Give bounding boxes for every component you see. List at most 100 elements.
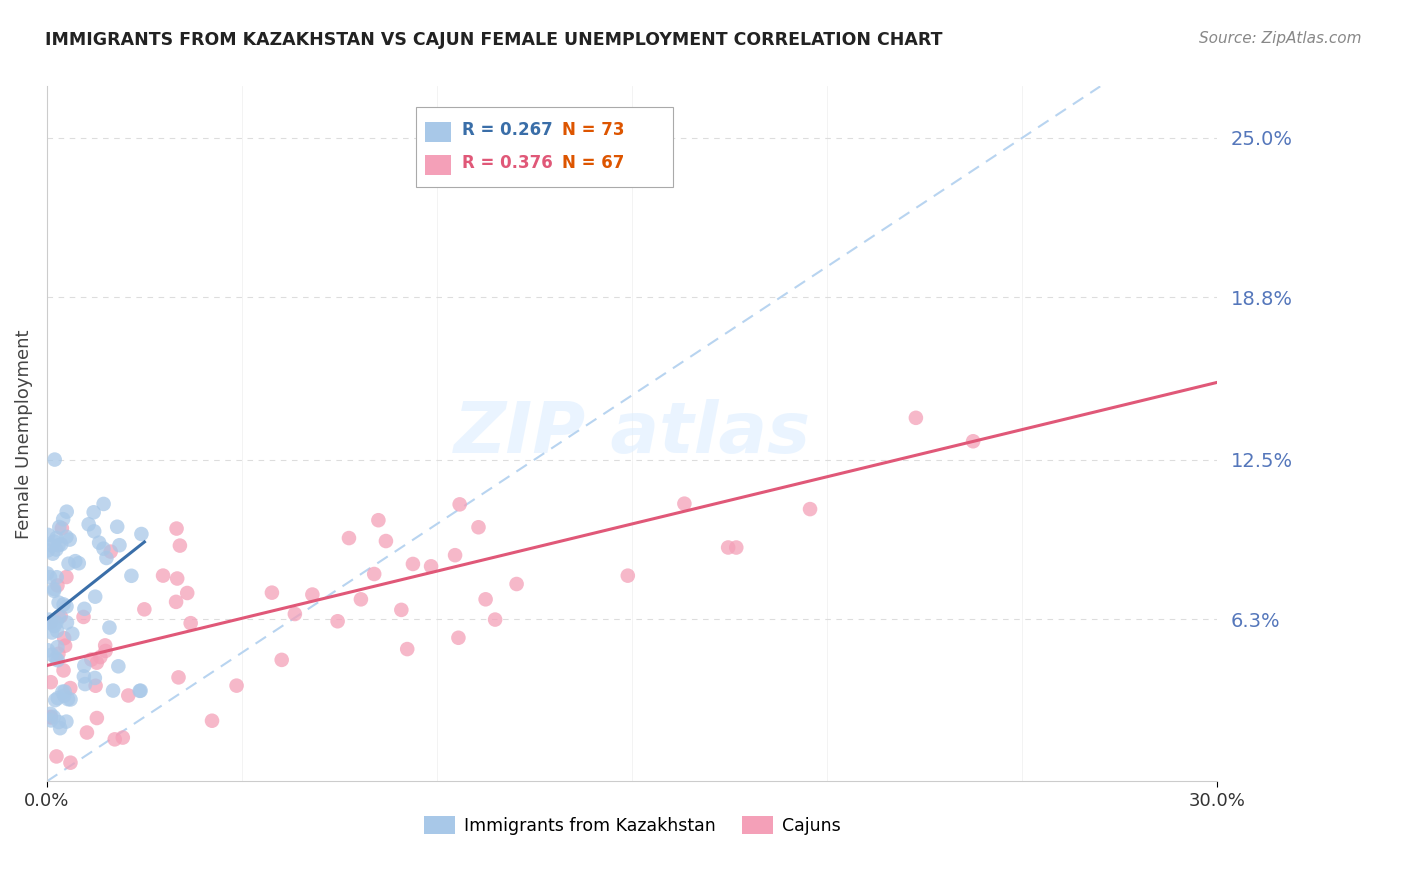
Text: N = 67: N = 67 bbox=[562, 153, 624, 172]
Point bbox=[225, 679, 247, 693]
Point bbox=[98, 621, 121, 635]
Point bbox=[77, 517, 100, 532]
Point bbox=[53, 639, 76, 653]
Point bbox=[617, 568, 640, 582]
Point bbox=[673, 497, 696, 511]
Y-axis label: Female Unemployment: Female Unemployment bbox=[15, 329, 32, 539]
Point bbox=[180, 616, 202, 631]
Point bbox=[83, 524, 105, 539]
Point bbox=[717, 541, 740, 555]
Point bbox=[799, 502, 821, 516]
Point bbox=[48, 610, 70, 624]
Point bbox=[51, 537, 73, 551]
Point bbox=[93, 497, 115, 511]
Point bbox=[467, 520, 489, 534]
Point bbox=[41, 648, 63, 662]
Point bbox=[165, 595, 187, 609]
Point bbox=[52, 598, 75, 612]
Point bbox=[111, 731, 134, 745]
Point bbox=[129, 683, 152, 698]
Point bbox=[55, 530, 77, 544]
Point bbox=[962, 434, 984, 449]
Point bbox=[86, 656, 108, 670]
Point bbox=[73, 602, 96, 616]
Point bbox=[41, 538, 63, 552]
Point bbox=[48, 647, 70, 661]
Point bbox=[725, 541, 748, 555]
Point bbox=[38, 613, 60, 627]
Point bbox=[326, 614, 349, 628]
Point bbox=[301, 588, 323, 602]
Point bbox=[55, 714, 77, 729]
Point bbox=[44, 619, 66, 633]
Point bbox=[104, 732, 127, 747]
Point bbox=[166, 522, 188, 536]
Point bbox=[474, 592, 496, 607]
Point bbox=[59, 692, 82, 706]
Point bbox=[56, 615, 79, 630]
Point bbox=[260, 585, 283, 599]
Point bbox=[48, 714, 70, 729]
Point bbox=[100, 544, 122, 558]
Point bbox=[350, 592, 373, 607]
Point bbox=[447, 631, 470, 645]
Point bbox=[363, 567, 385, 582]
Point bbox=[75, 677, 97, 691]
Point bbox=[45, 531, 67, 545]
Point bbox=[67, 556, 90, 570]
Point bbox=[505, 577, 527, 591]
Point bbox=[37, 643, 59, 657]
FancyBboxPatch shape bbox=[416, 107, 673, 187]
Point bbox=[39, 615, 62, 630]
Point bbox=[367, 513, 389, 527]
Point bbox=[76, 725, 98, 739]
Point bbox=[56, 692, 79, 706]
Point bbox=[80, 652, 103, 666]
Point bbox=[51, 684, 73, 698]
Point bbox=[48, 538, 70, 552]
Point bbox=[389, 603, 412, 617]
Point bbox=[59, 681, 82, 695]
Point bbox=[37, 566, 59, 581]
Point bbox=[201, 714, 224, 728]
Text: ZIP atlas: ZIP atlas bbox=[454, 400, 811, 468]
Point bbox=[42, 583, 65, 598]
Point bbox=[60, 626, 83, 640]
Point bbox=[396, 642, 419, 657]
Point bbox=[84, 590, 107, 604]
Point bbox=[96, 551, 118, 566]
Point bbox=[46, 653, 69, 667]
Point bbox=[72, 610, 94, 624]
Point bbox=[37, 528, 59, 542]
Point bbox=[270, 653, 292, 667]
Point bbox=[39, 706, 62, 721]
Point bbox=[59, 533, 82, 547]
Point bbox=[45, 615, 67, 630]
Point bbox=[402, 557, 425, 571]
Point bbox=[89, 535, 111, 549]
Point bbox=[55, 570, 77, 584]
Point bbox=[39, 616, 62, 631]
Point bbox=[117, 689, 139, 703]
Point bbox=[45, 542, 67, 557]
Point bbox=[46, 640, 69, 654]
Point bbox=[52, 512, 75, 526]
Text: R = 0.376: R = 0.376 bbox=[463, 153, 553, 172]
Point bbox=[44, 534, 66, 549]
Point bbox=[337, 531, 360, 545]
Point bbox=[39, 714, 62, 728]
Point bbox=[84, 679, 107, 693]
Point bbox=[41, 625, 63, 640]
Point bbox=[45, 651, 67, 665]
Point bbox=[44, 693, 66, 707]
Point bbox=[39, 675, 62, 690]
Point bbox=[284, 607, 307, 621]
Point bbox=[83, 505, 105, 519]
Point bbox=[101, 683, 124, 698]
Point bbox=[46, 578, 69, 592]
Point bbox=[59, 756, 82, 770]
Point bbox=[39, 710, 62, 724]
Point bbox=[73, 669, 96, 683]
Point bbox=[169, 539, 191, 553]
Point bbox=[49, 609, 72, 624]
